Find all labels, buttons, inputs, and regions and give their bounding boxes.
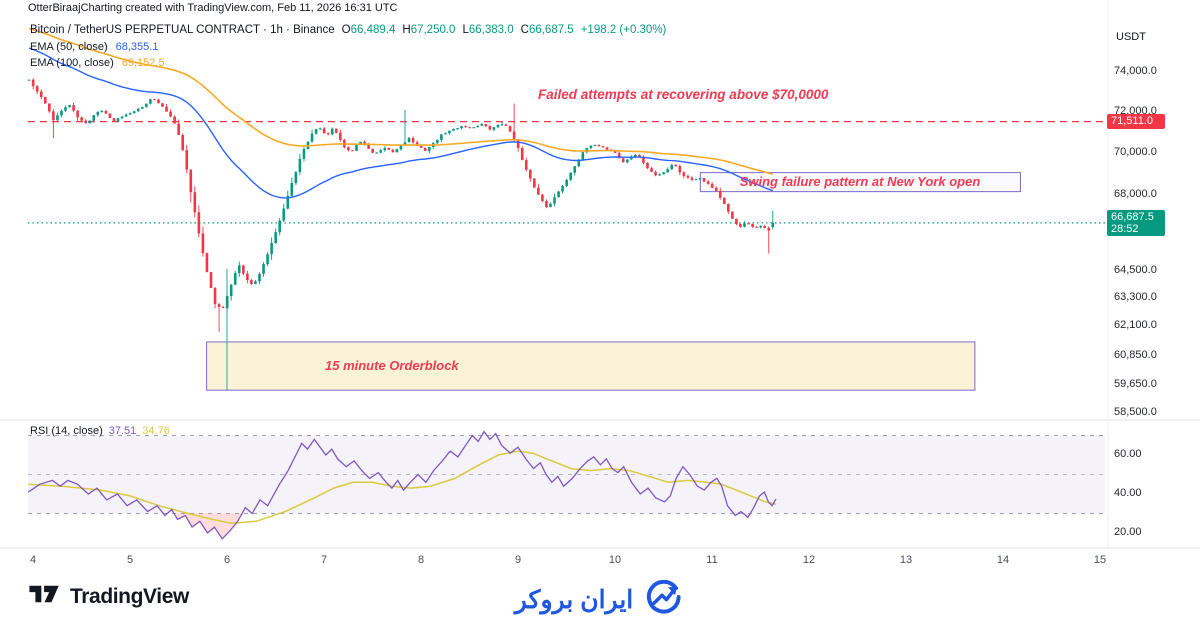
price-axis-label: 59,650.0	[1114, 377, 1157, 390]
annotation-failed-attempts[interactable]: Failed attempts at recovering above $70,…	[538, 87, 829, 102]
rsi-axis-label: 60.00	[1114, 448, 1142, 460]
time-axis-label: 13	[899, 554, 913, 566]
attribution-text: OtterBiraajCharting created with Trading…	[28, 2, 398, 14]
open-value: 66,489.4	[350, 24, 396, 36]
candle-countdown: 28:52	[1111, 222, 1139, 235]
close-label: C	[520, 24, 529, 36]
open-label: O	[341, 24, 351, 36]
iranbroker-logo[interactable]: ایران بروکر	[515, 576, 685, 623]
low-value: 66,383.0	[468, 24, 514, 36]
price-axis-label: 60,850.0	[1114, 348, 1157, 361]
ema50-label: EMA (50, close)	[30, 41, 108, 53]
time-axis-label: 6	[223, 554, 231, 566]
price-axis-label: 68,000.0	[1114, 187, 1157, 200]
rsi-value: 37.51	[108, 425, 137, 437]
ema100-label: EMA (100, close)	[30, 57, 114, 69]
time-axis-label: 7	[320, 554, 328, 566]
candle-wicks	[28, 78, 774, 333]
annotation-orderblock[interactable]: 15 minute Orderblock	[325, 357, 459, 373]
change-value: +198.2 (+0.30%)	[580, 24, 667, 36]
swing-failure-box[interactable]	[699, 172, 1021, 193]
rsi-axis-label: 20.00	[1114, 526, 1142, 538]
price-axis-label: 70,000.0	[1114, 145, 1157, 158]
high-label: H	[402, 24, 411, 36]
high-value: 67,250.0	[410, 24, 456, 36]
resistance-price-value: 71,511.0	[1111, 114, 1154, 127]
symbol-title: Bitcoin / TetherUS PERPETUAL CONTRACT · …	[30, 24, 335, 36]
currency-label: USDT	[1116, 31, 1146, 43]
time-axis-label: 4	[29, 554, 37, 566]
annotation-swing-failure[interactable]: Swing failure pattern at New York open	[739, 174, 981, 189]
iranbroker-logo-icon	[643, 576, 685, 623]
last-price-value: 66,687.5	[1111, 210, 1154, 223]
price-axis-label: 58,500.0	[1114, 405, 1157, 418]
rsi-ma-value: 34.76	[142, 425, 170, 437]
time-axis-label: 5	[126, 554, 134, 566]
rsi-ma-line[interactable]	[28, 450, 777, 525]
time-axis-label: 12	[802, 554, 816, 566]
ema100-line[interactable]	[28, 27, 773, 175]
ema50-value: 68,355.1	[115, 41, 159, 53]
ema50-line[interactable]	[28, 47, 774, 199]
iranbroker-wordmark: ایران بروکر	[514, 585, 634, 614]
close-value: 66,687.5	[528, 24, 574, 36]
candle-bodies	[27, 79, 775, 309]
rsi-line[interactable]	[27, 430, 777, 540]
tradingview-logo[interactable]: TradingView	[28, 583, 189, 610]
rsi-oversold-fill	[175, 513, 242, 539]
ema100-legend[interactable]: EMA (100, close) 69,152.5	[30, 57, 165, 69]
price-axis-label: 74,000.0	[1114, 65, 1157, 77]
rsi-legend[interactable]: RSI (14, close) 37.51 34.76	[30, 425, 170, 437]
resistance-price-badge: 71,511.0	[1107, 113, 1165, 129]
orderblock-box[interactable]	[206, 341, 976, 391]
price-axis-label: 63,300.0	[1114, 291, 1157, 304]
price-axis-label: 62,100.0	[1114, 319, 1157, 332]
tradingview-logo-icon	[28, 583, 62, 610]
ema50-legend[interactable]: EMA (50, close) 68,355.1	[30, 41, 158, 53]
tradingview-wordmark: TradingView	[70, 584, 189, 608]
rsi-band	[28, 435, 1105, 514]
time-axis-label: 15	[1093, 554, 1107, 566]
rsi-axis-label: 40.00	[1114, 487, 1142, 499]
time-axis-label: 10	[608, 554, 622, 566]
symbol-legend[interactable]: Bitcoin / TetherUS PERPETUAL CONTRACT · …	[30, 24, 666, 36]
time-axis-label: 14	[996, 554, 1010, 566]
rsi-label: RSI (14, close)	[30, 425, 103, 437]
last-price-badge: 66,687.5 28:52	[1107, 209, 1165, 236]
time-axis-label: 8	[417, 554, 425, 566]
price-axis-label: 64,500.0	[1114, 264, 1157, 277]
ema100-value: 69,152.5	[121, 57, 165, 69]
time-axis-label: 11	[706, 554, 718, 566]
low-label: L	[462, 24, 469, 36]
time-axis-label: 9	[514, 554, 522, 566]
